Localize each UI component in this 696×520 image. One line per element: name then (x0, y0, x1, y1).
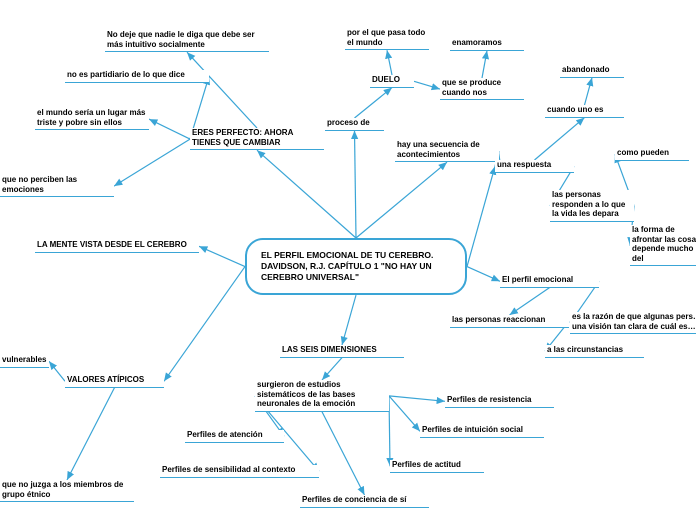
concept-node: Perfiles de sensibilidad al contexto (160, 465, 319, 478)
concept-node: el mundo sería un lugar más triste y pob… (35, 108, 149, 130)
concept-node: que no juzga a los miembros de grupo étn… (0, 480, 134, 502)
concept-node: VALORES ATÍPICOS (65, 375, 164, 388)
concept-node: El perfil emocional (500, 275, 599, 288)
connector (49, 361, 65, 381)
connector (355, 131, 357, 238)
concept-node: las personas responden a lo que la vida … (550, 190, 634, 222)
connector (389, 396, 445, 401)
connector (187, 52, 257, 128)
connector (482, 51, 487, 78)
connector (510, 288, 550, 315)
concept-node: No deje que nadie le diga que debe ser m… (105, 30, 269, 52)
concept-node: Perfiles de actitud (390, 460, 484, 473)
connector (387, 50, 392, 75)
concept-node: hay una secuencia de acontecimientos (395, 140, 499, 162)
connector (414, 81, 440, 89)
connector (149, 119, 190, 139)
concept-node: proceso de (325, 118, 384, 131)
concept-node: Perfiles de resistencia (445, 395, 554, 408)
concept-node: que se produce cuando nos (440, 78, 524, 100)
concept-node: una respuesta (495, 160, 574, 173)
connector (585, 78, 593, 105)
connector (322, 358, 342, 380)
concept-node: es la razón de que algunas pers… una vis… (570, 312, 696, 334)
concept-node: enamoramos (450, 38, 524, 51)
concept-node: vulnerables (0, 355, 49, 368)
concept-node: LAS SEIS DIMENSIONES (280, 345, 404, 358)
concept-node: como pueden (615, 148, 689, 161)
concept-node: por el que pasa todo el mundo (345, 28, 429, 50)
connector (467, 166, 495, 266)
concept-node: Perfiles de conciencia de sí (300, 495, 429, 508)
concept-node: las personas reaccionan (450, 315, 569, 328)
connector (389, 396, 390, 466)
connector (114, 139, 190, 186)
concept-node: a las circunstancias (545, 345, 644, 358)
connector (356, 162, 447, 238)
connector (257, 150, 356, 238)
concept-node: no es partidiario de lo que dice (65, 70, 209, 83)
concept-node: abandonado (560, 65, 624, 78)
central-topic: EL PERFIL EMOCIONAL DE TU CEREBRO. DAVID… (245, 238, 467, 295)
connector (164, 267, 245, 382)
concept-node: cuando uno es (545, 105, 624, 118)
concept-node: Perfiles de atención (185, 430, 284, 443)
connector (67, 388, 115, 480)
concept-node: que no perciben las emociones (0, 175, 114, 197)
connector (467, 267, 500, 282)
concept-node: la forma de afrontar las cosas depende m… (630, 225, 696, 266)
concept-node: Perfiles de intuición social (420, 425, 544, 438)
concept-node: LA MENTE VISTA DESDE EL CEREBRO (35, 240, 199, 253)
connector (389, 396, 420, 431)
concept-node: surgieron de estudios sistemáticos de la… (255, 380, 389, 412)
connector (322, 412, 365, 495)
concept-node: DUELO (370, 75, 414, 88)
concept-node: ERES PERFECTO: AHORA TIENES QUE CAMBIAR (190, 128, 324, 150)
connector (355, 88, 393, 118)
connector (199, 246, 245, 266)
connector (342, 295, 356, 345)
connector (535, 118, 585, 160)
